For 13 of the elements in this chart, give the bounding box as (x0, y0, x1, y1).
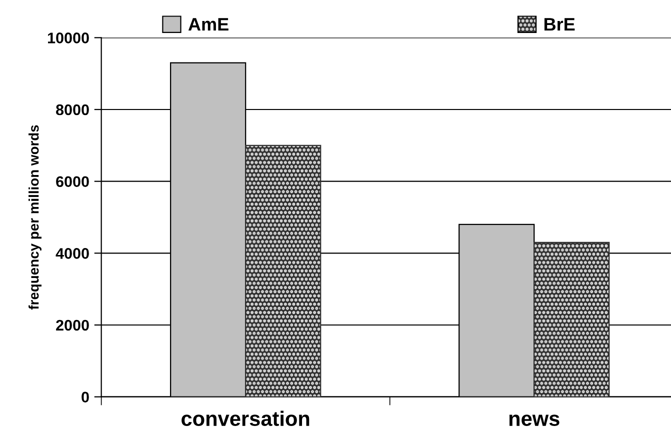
y-tick-label: 4000 (56, 248, 89, 259)
legend-label: AmE (188, 18, 228, 31)
bar (245, 144, 322, 397)
y-tick-label: 0 (82, 392, 89, 403)
legend-label: BrE (544, 18, 575, 31)
x-tick-label: news (509, 414, 560, 426)
bar (534, 242, 610, 397)
y-tick-label: 6000 (56, 176, 89, 188)
y-tick-label: 2000 (56, 320, 89, 331)
y-axis-title: frequency per million words (28, 125, 42, 310)
x-tick-label: conversation (182, 410, 310, 426)
y-tick-label: 10000 (48, 32, 89, 44)
y-tick-label: 8000 (56, 104, 89, 116)
